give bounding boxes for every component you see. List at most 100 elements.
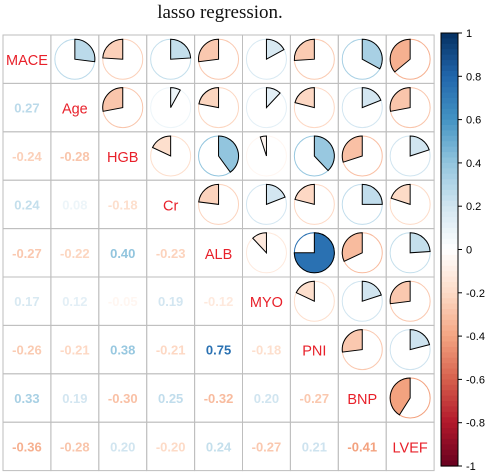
correlation-value: -0.27	[252, 439, 282, 454]
colorbar-segment	[441, 141, 458, 148]
colorbar-segment	[441, 152, 458, 159]
correlation-value: -0.28	[60, 149, 90, 164]
correlation-pie	[252, 232, 267, 255]
colorbar-segment	[441, 298, 458, 305]
colorbar-segment	[441, 119, 458, 126]
correlation-value: 0.21	[302, 439, 327, 454]
correlation-value: -0.24	[12, 149, 42, 164]
correlation-value: 0.40	[110, 246, 135, 261]
colorbar-segment	[441, 460, 458, 467]
correlation-value: -0.20	[156, 439, 186, 454]
colorbar-segment	[441, 357, 458, 364]
colorbar-tick-label: 0.6	[466, 115, 481, 127]
colorbar-segment	[441, 173, 458, 180]
correlation-value: 0.20	[110, 439, 135, 454]
correlation-pie	[198, 87, 220, 109]
correlation-value: 0.25	[158, 391, 183, 406]
colorbar-segment	[441, 49, 458, 56]
matrix-cells: MACE 0.27 Age -0.24 -0.28 HGB 0.24 0.08 -0.18 Cr -…	[2, 34, 435, 472]
colorbar-segment	[441, 438, 458, 445]
correlation-pie	[294, 183, 315, 206]
correlation-pie	[102, 38, 124, 60]
variable-label: BNP	[347, 392, 377, 408]
colorbar-segment	[441, 168, 458, 175]
correlation-pie	[198, 38, 220, 63]
colorbar-segment	[441, 157, 458, 164]
correlation-value: -0.18	[108, 197, 138, 212]
correlation-pie	[409, 329, 431, 351]
colorbar-segment	[441, 363, 458, 370]
colorbar-segment	[441, 97, 458, 104]
correlation-pie	[389, 377, 411, 416]
colorbar-segment	[441, 233, 458, 240]
correlation-pie	[341, 329, 363, 353]
colorbar-tick-label: -0.4	[466, 331, 485, 343]
correlation-pie	[313, 135, 335, 172]
colorbar-segment	[441, 325, 458, 332]
colorbar-segment	[441, 92, 458, 99]
variable-label: HGB	[107, 150, 138, 166]
variable-label: ALB	[205, 247, 232, 263]
colorbar-segment	[441, 114, 458, 121]
colorbar-tick-label: 0.8	[466, 71, 481, 83]
colorbar-tick-label: -0.8	[466, 418, 485, 430]
correlation-value: 0.27	[14, 101, 39, 116]
colorbar-segment	[441, 249, 458, 256]
correlation-pie	[102, 87, 124, 112]
colorbar-segment	[441, 314, 458, 321]
correlation-pie	[293, 232, 335, 274]
colorbar-segment	[441, 444, 458, 451]
colorbar-segment	[441, 336, 458, 343]
correlation-pie	[170, 87, 181, 108]
correlation-value: 0.12	[62, 294, 87, 309]
correlation-value: 0.24	[14, 197, 40, 212]
colorbar-segment	[441, 390, 458, 397]
correlation-value: 0.24	[206, 439, 232, 454]
correlation-value: 0.19	[158, 294, 183, 309]
colorbar-segment	[441, 346, 458, 353]
colorbar-segment	[441, 179, 458, 186]
colorbar-segment	[441, 162, 458, 169]
variable-label: MYO	[250, 295, 283, 311]
correlation-value: -0.32	[204, 391, 234, 406]
colorbar-segment	[441, 384, 458, 391]
colorbar-tick-label: 1	[466, 28, 472, 40]
correlation-pie	[409, 135, 430, 157]
colorbar-segment	[441, 222, 458, 229]
correlation-value: -0.26	[12, 343, 42, 358]
correlation-value: -0.41	[347, 439, 377, 454]
colorbar-segment	[441, 244, 458, 251]
colorbar-segment	[441, 281, 458, 288]
correlation-pie	[294, 87, 315, 109]
colorbar-segment	[441, 411, 458, 418]
colorbar-segment	[441, 43, 458, 50]
colorbar-segment	[441, 352, 458, 359]
colorbar-segment	[441, 130, 458, 137]
colorbar-segment	[441, 303, 458, 310]
correlation-value: -0.21	[156, 343, 186, 358]
colorbar-segment	[441, 422, 458, 429]
colorbar-segment	[441, 189, 458, 196]
colorbar-segment	[441, 87, 458, 94]
correlation-value: -0.27	[300, 391, 330, 406]
grid-cell	[385, 421, 435, 472]
correlation-pie	[390, 183, 411, 206]
colorbar-segment	[441, 108, 458, 115]
figure-caption: lasso regression.	[157, 2, 283, 23]
correlation-pie	[361, 183, 383, 205]
colorbar-segment	[441, 455, 458, 462]
colorbar-segment	[441, 238, 458, 245]
variable-label: LVEF	[393, 440, 428, 456]
correlation-pie	[389, 38, 411, 73]
colorbar-segment	[441, 217, 458, 224]
correlation-value: -0.23	[156, 246, 186, 261]
colorbar-segment	[441, 227, 458, 234]
correlation-value: 0.08	[62, 197, 87, 212]
colorbar-tick-label: -1	[466, 461, 476, 472]
correlation-value: -0.21	[60, 343, 90, 358]
correlation-value: -0.27	[12, 246, 42, 261]
colorbar-segment	[441, 54, 458, 61]
colorbar-segment	[441, 395, 458, 402]
variable-label: PNI	[302, 344, 326, 360]
